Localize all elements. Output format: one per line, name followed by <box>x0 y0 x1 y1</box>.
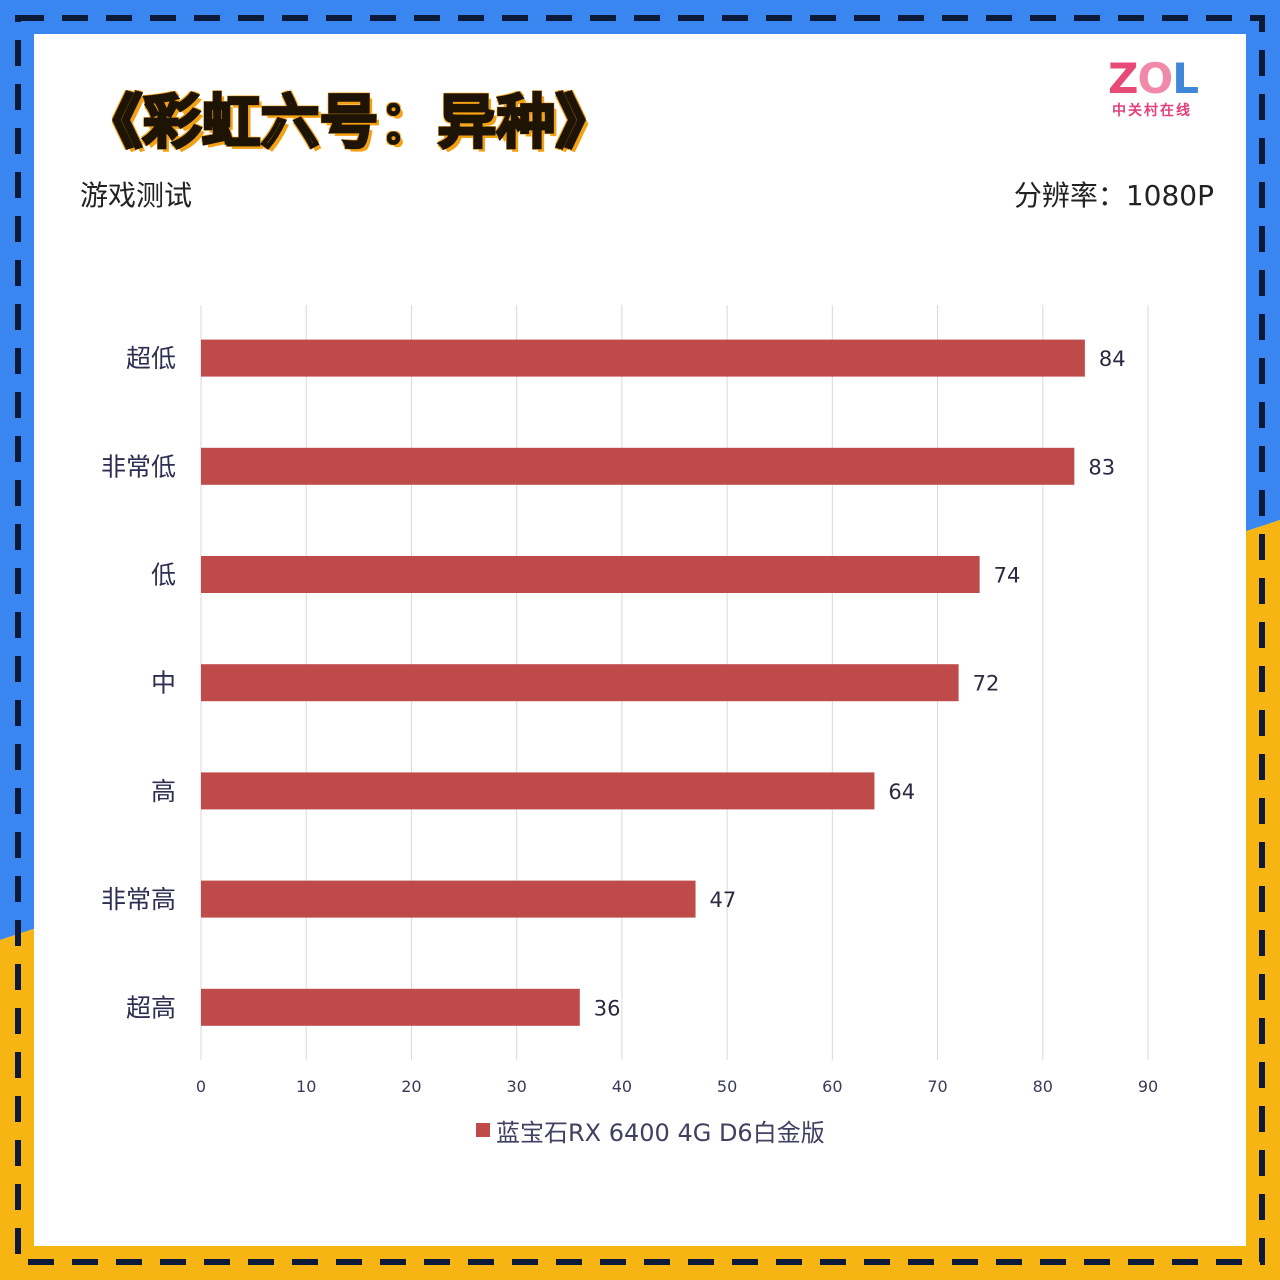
data-label: 74 <box>994 564 1021 588</box>
x-tick-label: 10 <box>296 1077 316 1096</box>
x-tick-label: 0 <box>196 1077 206 1096</box>
bar <box>201 556 980 593</box>
logo-subtitle: 中关村在线 <box>1112 103 1192 119</box>
x-tick-label: 40 <box>612 1077 632 1096</box>
zol-logo: ZOL 中关村在线 <box>1108 56 1224 120</box>
y-category-label: 非常高 <box>101 885 176 914</box>
x-tick-label: 50 <box>717 1077 737 1096</box>
x-tick-label: 90 <box>1138 1077 1158 1096</box>
y-category-label: 超高 <box>126 993 176 1022</box>
test-type-label: 游戏测试 <box>80 179 193 212</box>
logo-wordmark: ZOL <box>1108 54 1199 103</box>
data-label: 47 <box>710 888 737 912</box>
content-card <box>34 34 1246 1246</box>
data-label: 83 <box>1088 455 1115 479</box>
legend-swatch <box>476 1123 490 1137</box>
bar <box>201 880 696 918</box>
bar <box>201 447 1075 485</box>
x-tick-label: 30 <box>506 1077 526 1096</box>
data-label: 64 <box>888 780 915 804</box>
x-tick-label: 60 <box>822 1077 842 1096</box>
bar <box>201 772 875 810</box>
data-label: 84 <box>1099 347 1126 371</box>
data-label: 72 <box>973 672 1000 696</box>
y-category-label: 超低 <box>126 344 176 373</box>
x-tick-label: 70 <box>927 1077 947 1096</box>
chart-legend: 蓝宝石RX 6400 4G D6白金版 <box>476 1112 825 1148</box>
y-category-label: 非常低 <box>101 452 176 481</box>
x-tick-label: 80 <box>1033 1077 1053 1096</box>
bar <box>201 664 959 702</box>
dashed-border <box>15 15 1265 1265</box>
x-tick-label: 20 <box>401 1077 421 1096</box>
page-title: 《彩虹六号：异种》 <box>82 87 616 158</box>
legend-label: 蓝宝石RX 6400 4G D6白金版 <box>496 1118 825 1147</box>
data-label: 36 <box>594 996 621 1020</box>
y-category-label: 中 <box>151 669 176 698</box>
bar <box>201 988 580 1026</box>
resolution-label: 分辨率：1080P <box>1013 179 1214 212</box>
y-category-label: 低 <box>151 561 176 590</box>
bar <box>201 339 1085 377</box>
y-category-label: 高 <box>151 777 176 806</box>
